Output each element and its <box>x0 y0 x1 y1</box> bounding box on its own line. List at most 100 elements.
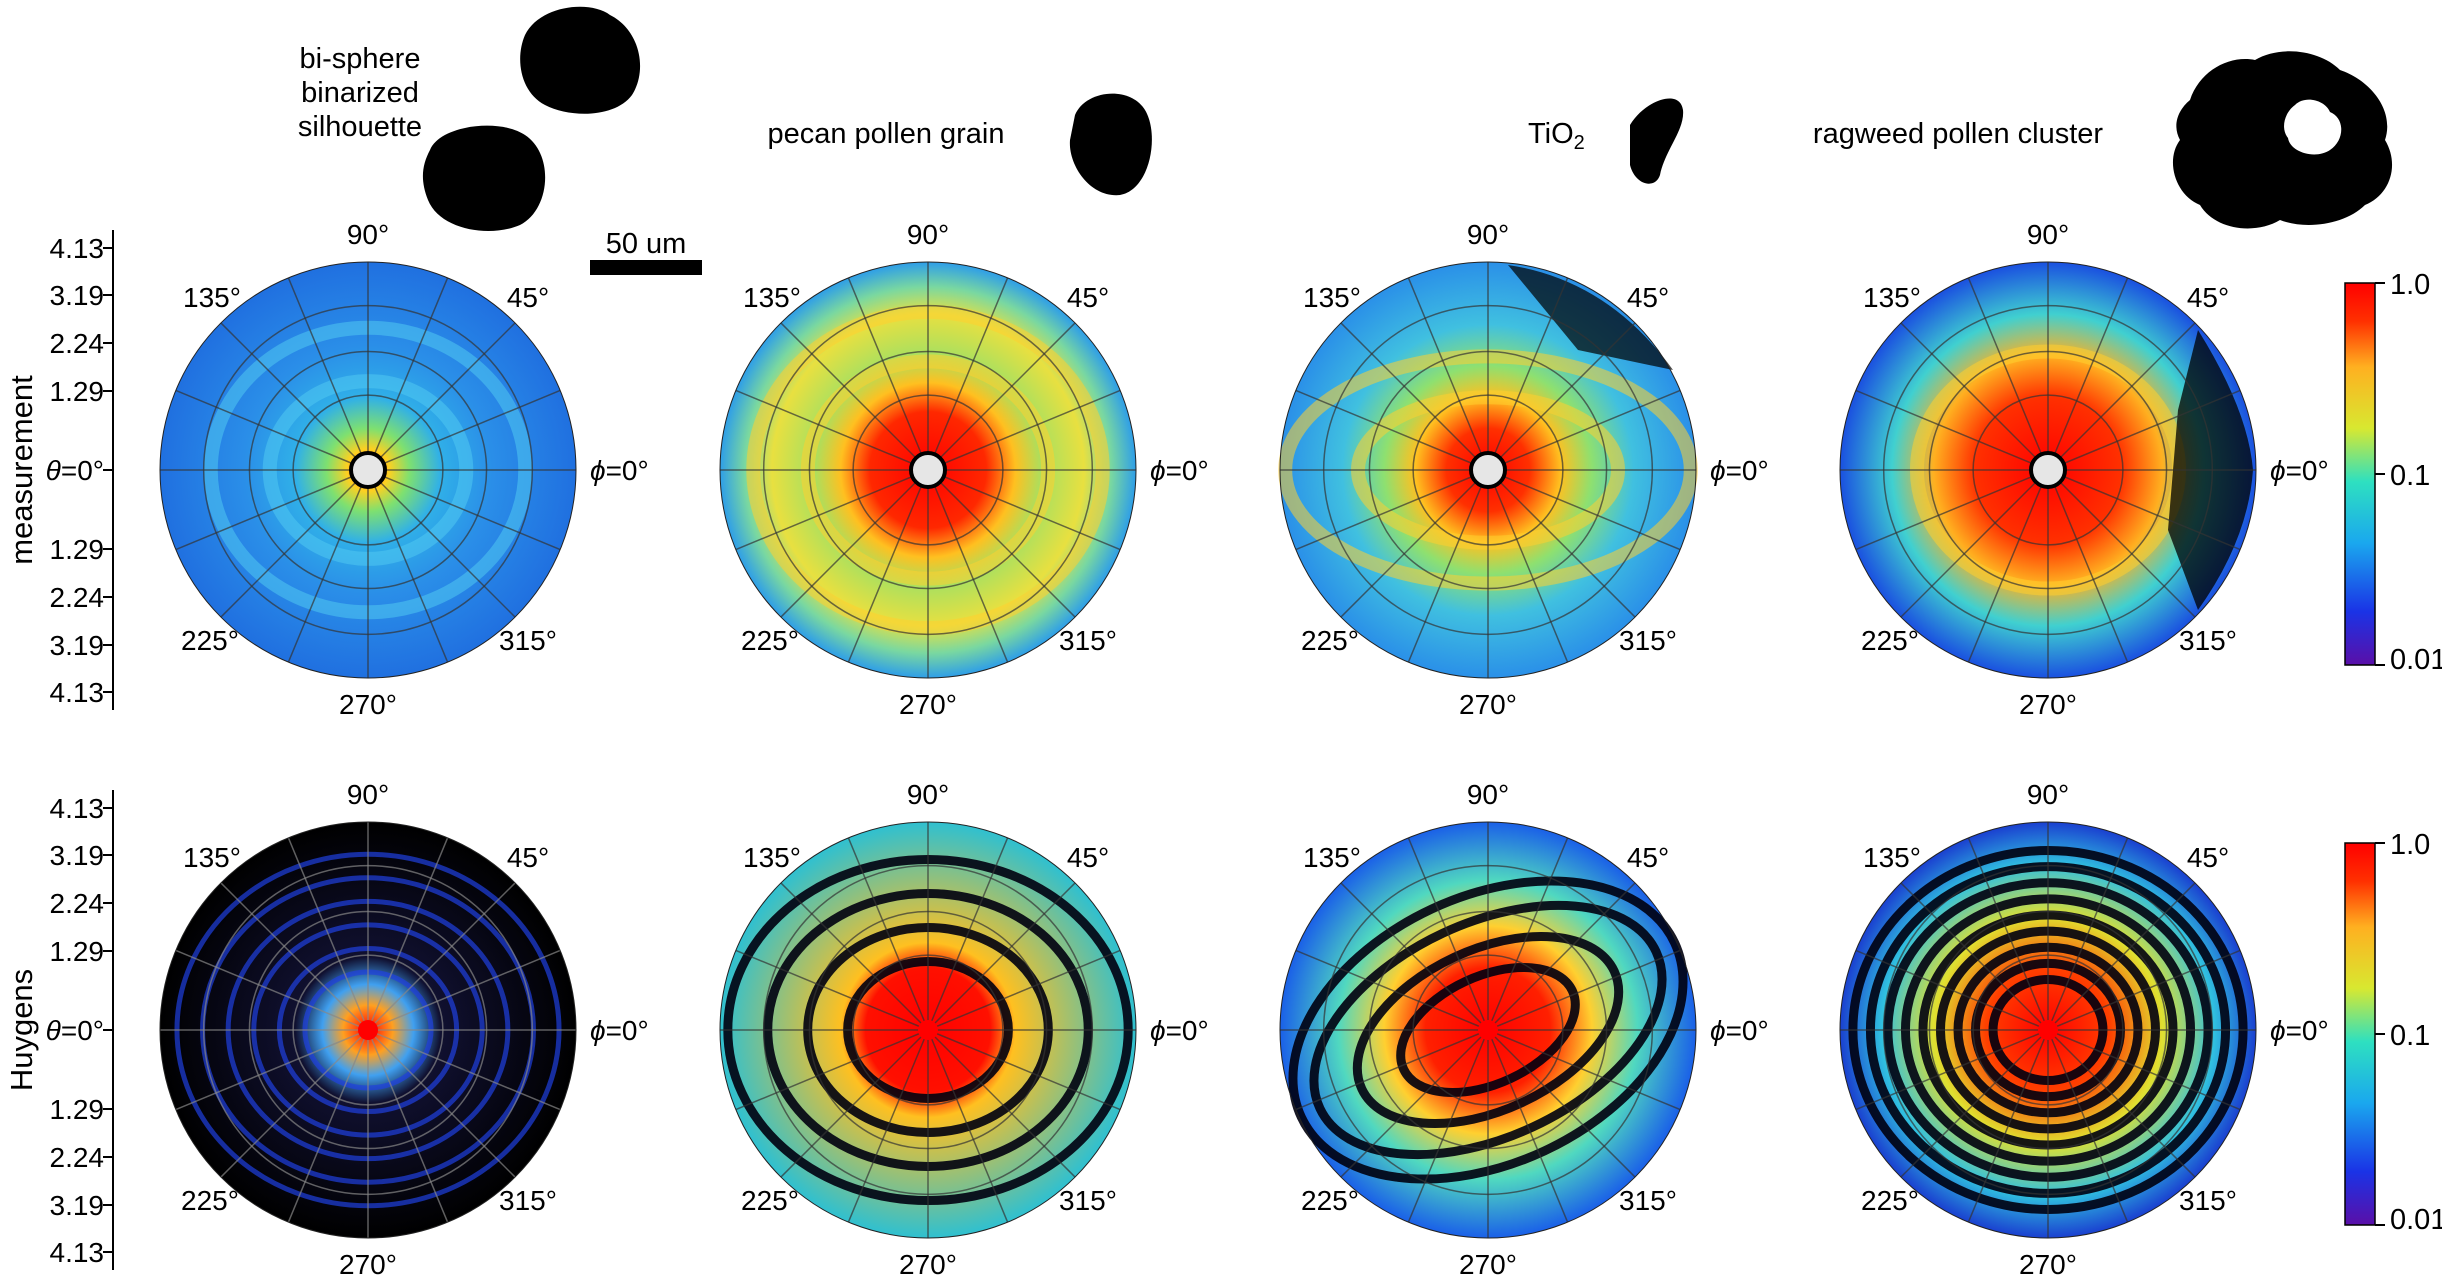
azimuth-label-phi0: ϕ=0° <box>2270 1015 2329 1046</box>
azimuth-label-deg45: 45° <box>1067 842 1109 873</box>
azimuth-label-deg135: 135° <box>1303 842 1361 873</box>
center-spot <box>1478 1020 1498 1040</box>
azimuth-label-deg90: 90° <box>2027 219 2069 250</box>
plot-edge <box>159 821 577 1239</box>
grid-spoke <box>1340 469 1489 618</box>
polar-grid <box>1279 261 1697 679</box>
azimuth-label-deg270: 270° <box>2019 1249 2077 1280</box>
grid-spoke <box>1295 389 1489 471</box>
azimuth-label-deg270: 270° <box>1459 1249 1517 1280</box>
fringe-ring <box>1352 931 1624 1129</box>
theta-tick-label: 1.29 <box>50 534 105 565</box>
polar-plot-measurement-0: 90° 45° 135° 225° 270° 315° ϕ=0° <box>159 219 649 720</box>
title-bi-sphere-line2: binarized <box>301 77 419 109</box>
azimuth-label-deg45: 45° <box>2187 282 2229 313</box>
azimuth-label-deg90: 90° <box>907 779 949 810</box>
azimuth-label-deg270: 270° <box>899 689 957 720</box>
grid-spoke <box>1487 882 1636 1031</box>
polar-grid <box>159 261 577 679</box>
grid-spoke <box>1900 322 2049 471</box>
theta-tick-label: 1.29 <box>50 1094 105 1125</box>
grid-spoke <box>287 277 369 471</box>
azimuth-label-deg135: 135° <box>1863 842 1921 873</box>
grid-spoke <box>847 277 929 471</box>
grid-spoke <box>2047 469 2196 618</box>
azimuth-label-deg315: 315° <box>1619 625 1677 656</box>
polar-plot-huygens-1: 90° 45° 135° 225° 270° 315° ϕ=0° <box>719 779 1209 1280</box>
row-label: measurement <box>4 375 39 565</box>
colorbar-bottom-tick-min: 0.01 <box>2390 1204 2442 1236</box>
polar-plot-rows: measurement 4.13 3.19 2.24 1.29 θ=0° 1.29 2.24 3… <box>4 219 2329 1280</box>
center-spot <box>2038 1020 2058 1040</box>
grid-spoke <box>1487 469 1681 551</box>
theta-tick-label: 2.24 <box>50 582 105 613</box>
grid-spoke <box>1967 837 2049 1031</box>
tio2-silhouette <box>1630 98 1684 184</box>
polar-grid <box>1839 821 2257 1239</box>
azimuth-label-deg225: 225° <box>741 1185 799 1216</box>
grid-spoke <box>175 389 369 471</box>
grid-spoke <box>1900 882 2049 1031</box>
azimuth-label-phi0: ϕ=0° <box>590 1015 649 1046</box>
colorbar-top: 1.0 0.1 0.01 <box>2344 269 2442 676</box>
grid-spoke <box>780 1029 929 1178</box>
azimuth-label-deg90: 90° <box>347 219 389 250</box>
azimuth-label-deg90: 90° <box>347 779 389 810</box>
grid-spoke <box>367 1029 516 1178</box>
grid-spoke <box>1487 322 1636 471</box>
grid-spoke <box>1967 469 2049 663</box>
grid-spoke <box>927 882 1076 1031</box>
plot-edge <box>1279 261 1697 679</box>
fringe-ring <box>1288 876 1688 1184</box>
grid-spoke <box>2047 277 2129 471</box>
plot-edge <box>159 261 577 679</box>
azimuth-labels: 90° 45° 135° 225° 270° 315° ϕ=0° <box>741 219 1209 720</box>
grid-spoke <box>1855 389 2049 471</box>
grid-spoke <box>367 322 516 471</box>
grid-spoke <box>1407 277 1489 471</box>
grid-spoke <box>1487 1029 1569 1223</box>
grid-spoke <box>2047 469 2129 663</box>
azimuth-label-phi0: ϕ=0° <box>1150 1015 1209 1046</box>
bi-sphere-lower-silhouette <box>422 125 546 232</box>
grid-spoke <box>1295 469 1489 551</box>
polar-plot-huygens-3: 90° 45° 135° 225° 270° 315° ϕ=0° <box>1839 779 2329 1280</box>
colorbar-top-tick-mid: 0.1 <box>2390 460 2430 492</box>
grid-spoke <box>367 469 449 663</box>
grid-spoke <box>1487 469 1636 618</box>
grid-spoke <box>1407 469 1489 663</box>
azimuth-label-deg270: 270° <box>339 1249 397 1280</box>
azimuth-label-deg270: 270° <box>1459 689 1517 720</box>
azimuth-label-deg45: 45° <box>1067 282 1109 313</box>
theta-axis: 4.13 3.19 2.24 1.29 θ=0° 1.29 2.24 3.19 4.13 <box>46 790 114 1270</box>
azimuth-label-deg225: 225° <box>181 625 239 656</box>
azimuth-label-phi0: ϕ=0° <box>1150 455 1209 486</box>
theta-axis: 4.13 3.19 2.24 1.29 θ=0° 1.29 2.24 3.19 4.13 <box>46 230 114 710</box>
grid-spoke <box>2047 1029 2241 1111</box>
azimuth-label-deg270: 270° <box>2019 689 2077 720</box>
grid-spoke <box>1855 469 2049 551</box>
colorbar-top-tick-max: 1.0 <box>2390 269 2430 301</box>
grid-spoke <box>735 389 929 471</box>
beam-block <box>1469 451 1507 489</box>
azimuth-label-deg225: 225° <box>1301 625 1359 656</box>
grid-spoke <box>1487 277 1569 471</box>
colorbar-top-tick-min: 0.01 <box>2390 644 2442 676</box>
dark-region <box>1508 265 1673 370</box>
center-spot <box>918 1020 938 1040</box>
polar-grid <box>159 821 577 1239</box>
title-bi-sphere-line3: silhouette <box>298 111 422 143</box>
azimuth-labels: 90° 45° 135° 225° 270° 315° ϕ=0° <box>1861 219 2329 720</box>
theta-tick-label: 4.13 <box>50 793 105 824</box>
grid-spoke <box>927 1029 1076 1178</box>
grid-spoke <box>367 949 561 1031</box>
pecan-pollen-silhouette <box>1069 93 1152 196</box>
grid-spoke <box>847 1029 929 1223</box>
grid-spoke <box>2047 1029 2196 1178</box>
theta-tick-label: 1.29 <box>50 376 105 407</box>
theta-tick-label: 3.19 <box>50 630 105 661</box>
fringe-ring <box>1396 963 1580 1097</box>
title-tio2: TiO2 <box>1528 118 1585 154</box>
colorbar-bottom-tick-max: 1.0 <box>2390 829 2430 861</box>
